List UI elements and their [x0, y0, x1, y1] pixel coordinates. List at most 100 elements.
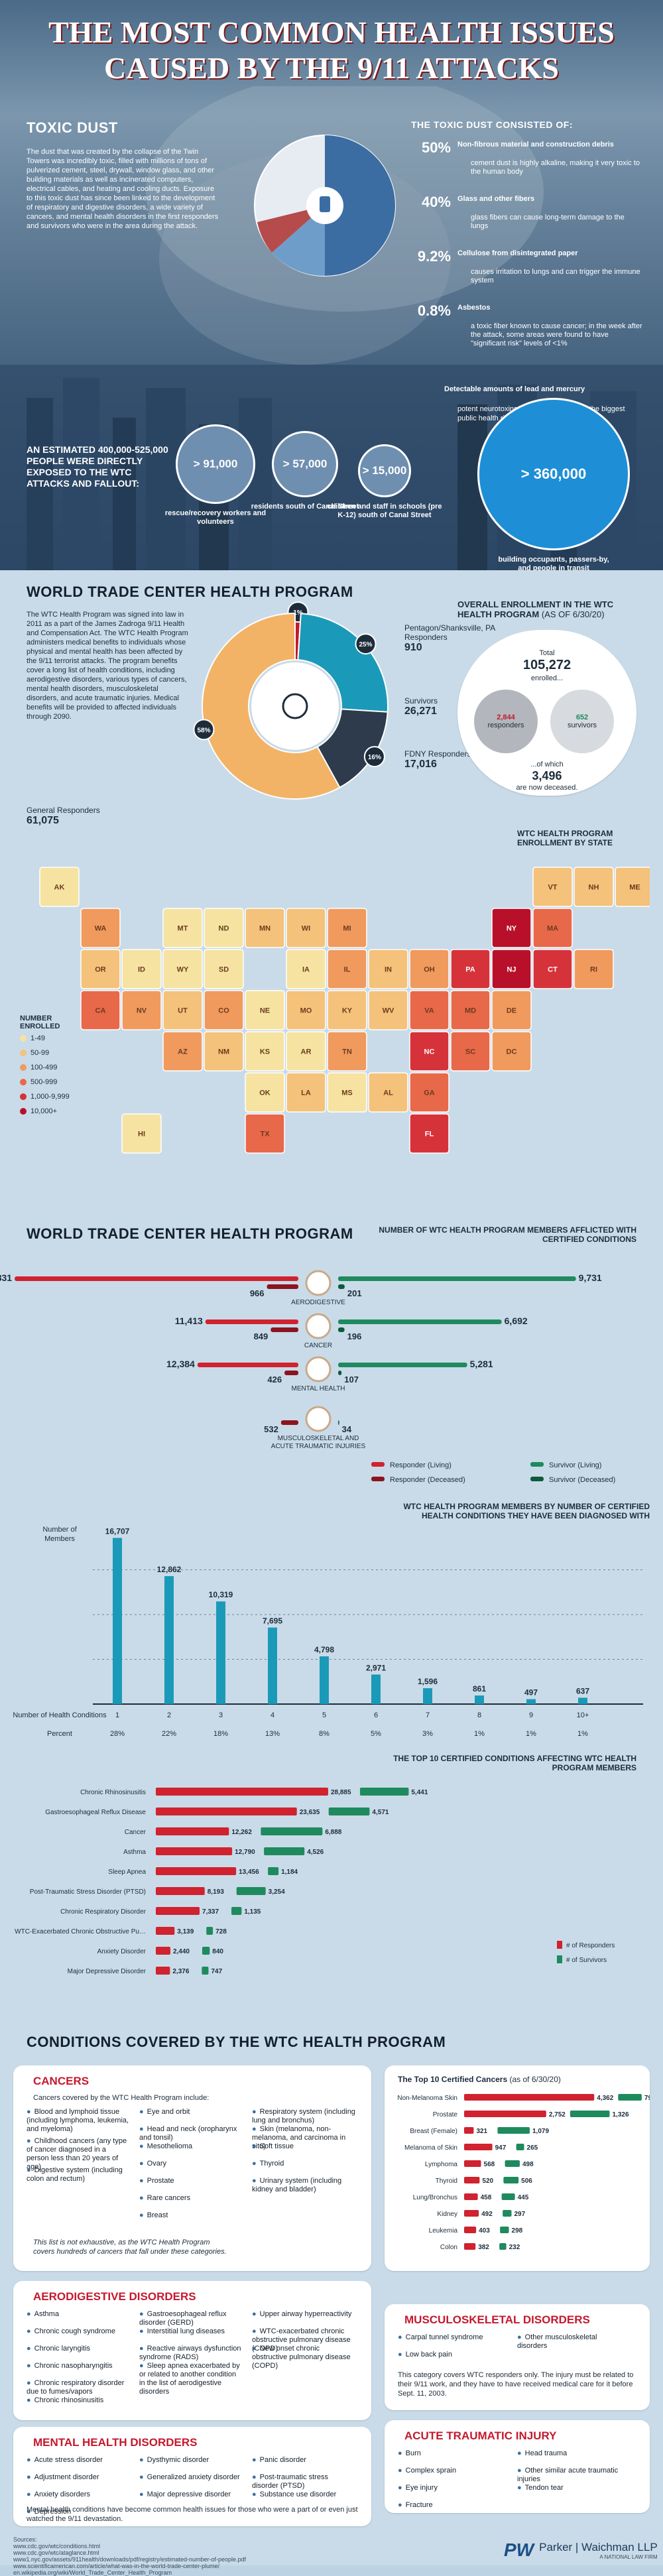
condition-responder-bar	[156, 1907, 200, 1915]
condition-survivor-value: 747	[211, 1968, 222, 1975]
responders-deceased-circle: 2,844 responders	[474, 690, 538, 753]
donut-pct-badge	[363, 746, 385, 768]
state-me	[615, 867, 650, 907]
count-tick-label: 6	[374, 1711, 378, 1719]
sources-label: Sources:	[13, 2536, 37, 2543]
condition-label: Gastroesophageal Reflux Disease	[45, 1809, 146, 1816]
mercury-label: Detectable amounts of lead and mercury	[444, 385, 585, 393]
condition-list-item: Childhood cancers (any type of cancer di…	[27, 2137, 130, 2172]
count-bar-value: 1,596	[418, 1677, 438, 1686]
top10-legend-swatch	[557, 1955, 562, 1963]
cancer-survivor-bar	[618, 2094, 642, 2101]
cancer-responder-bar	[464, 2227, 477, 2233]
exposed-text: AN ESTIMATED 400,000-525,000 PEOPLE WERE…	[27, 444, 168, 489]
donut-label-value: 17,016	[404, 759, 437, 770]
map-heading: WTC HEALTH PROGRAM ENROLLMENT BY STATE	[517, 829, 613, 847]
state-label: MO	[300, 1007, 312, 1015]
dust-item-label: Glass and other fibers	[457, 195, 535, 203]
condition-survivor-value: 6,888	[325, 1829, 341, 1836]
dust-consisted-heading: THE TOXIC DUST CONSISTED OF:	[411, 119, 573, 130]
state-label: SD	[219, 966, 229, 974]
legend-label: 50-99	[30, 1049, 50, 1057]
top10-title: THE TOP 10 CERTIFIED CONDITIONS AFFECTIN…	[393, 1754, 636, 1772]
state-label: NE	[260, 1007, 270, 1015]
condition-list-item: Carpal tunnel syndrome	[398, 2333, 508, 2342]
condition-responder-value: 7,337	[202, 1908, 219, 1916]
series-legend-swatch	[530, 1477, 544, 1481]
donut-pct-label: 16%	[368, 754, 381, 761]
cancer-label: Lymphoma	[425, 2161, 458, 2168]
dust-item-label: Asbestos	[457, 304, 491, 312]
legend-swatch	[20, 1079, 27, 1085]
donut-pct-label: 1%	[293, 609, 303, 617]
condition-responder-value: 23,635	[300, 1809, 320, 1816]
state-ri	[573, 949, 614, 989]
condition-list-item: Chronic cough syndrome	[27, 2327, 130, 2336]
cancer-survivor-value: 792	[644, 2095, 650, 2102]
state-label: AR	[301, 1048, 312, 1056]
state-ca	[80, 990, 121, 1030]
state-label: RI	[590, 966, 597, 974]
cancer-responder-value: 947	[495, 2144, 507, 2152]
program-section: WORLD TRADE CENTER HEALTH PROGRAM The WT…	[0, 570, 663, 1213]
category-icon	[305, 1356, 332, 1382]
responder-deceased-bar	[284, 1371, 298, 1375]
cancers-card: CANCERS Cancers covered by the WTC Healt…	[13, 2065, 371, 2271]
condition-list-item: Substance use disorder	[252, 2490, 355, 2499]
source-line: www1.nyc.gov/assets/911health/downloads/…	[13, 2556, 247, 2563]
legend-label: 500-999	[30, 1078, 58, 1086]
state-label: WA	[95, 925, 107, 933]
condition-responder-value: 12,262	[231, 1829, 252, 1836]
cancer-survivor-value: 445	[518, 2194, 529, 2201]
state-ct	[532, 949, 573, 989]
state-ut	[162, 990, 203, 1030]
condition-list-item: Generalized anxiety disorder	[139, 2473, 243, 2482]
state-nv	[121, 990, 162, 1030]
cancer-survivor-bar	[503, 2177, 519, 2183]
count-bar	[423, 1688, 432, 1704]
donut-pct-badge	[193, 719, 215, 741]
count-percent: 1%	[474, 1730, 485, 1738]
state-ms	[327, 1072, 367, 1113]
series-legend-swatch	[371, 1477, 385, 1481]
donut-label-value: 26,271	[404, 705, 437, 717]
enrollment-card: Total 105,272 enrolled... 2,844 responder…	[457, 630, 636, 796]
brand-name: Parker | Waichman LLP	[539, 2540, 658, 2553]
condition-responder-bar	[156, 1867, 237, 1875]
survivor-deceased-bar	[338, 1371, 342, 1375]
condition-label: Sleep Apnea	[108, 1869, 146, 1876]
responder-living-label: 34,831	[0, 1272, 12, 1283]
cancer-survivor-bar	[505, 2160, 520, 2167]
dust-item-note: glass fibers can cause long-term damage …	[471, 214, 625, 230]
cancer-responder-value: 321	[476, 2128, 487, 2135]
state-wv	[368, 990, 408, 1030]
legend-label: 100-499	[30, 1064, 58, 1072]
cancer-responder-bar	[464, 2094, 595, 2101]
condition-survivor-value: 1,135	[244, 1908, 261, 1916]
us-enrollment-map: WA OR ID MT WY ND SD NE MN WI MI IA IL IN OH PA NY NJ CT MA…	[39, 867, 650, 1154]
responder-living-bar	[197, 1363, 298, 1367]
state-ak	[39, 867, 80, 907]
cancer-survivor-value: 297	[514, 2211, 526, 2218]
category-icon	[305, 1406, 332, 1432]
count-tick-label: 8	[477, 1711, 481, 1719]
condition-list-item: Eye and orbit	[139, 2108, 243, 2116]
category-icon	[305, 1270, 332, 1296]
state-label: IA	[302, 966, 310, 974]
state-ky	[327, 990, 367, 1030]
brand-logo: PW Parker | Waichman LLP A NATIONAL LAW …	[504, 2540, 658, 2561]
count-bar-value: 4,798	[314, 1645, 334, 1654]
condition-survivor-bar	[264, 1847, 305, 1855]
cancer-label: Melanoma of Skin	[404, 2144, 457, 2152]
condition-label: Anxiety Disorder	[97, 1948, 147, 1955]
survivor-living-label: 5,281	[470, 1359, 493, 1369]
condition-responder-value: 12,790	[235, 1849, 255, 1856]
condition-label: Post-Traumatic Stress Disorder (PTSD)	[30, 1888, 146, 1896]
state-label: OR	[95, 966, 106, 974]
count-percent: 13%	[265, 1730, 280, 1738]
count-bar-value: 497	[524, 1688, 538, 1697]
survivor-deceased-label: 196	[347, 1331, 362, 1341]
series-legend-swatch	[530, 1462, 544, 1467]
donut-label-name: FDNY Responders	[404, 749, 471, 759]
survivor-living-label: 6,692	[505, 1316, 528, 1326]
